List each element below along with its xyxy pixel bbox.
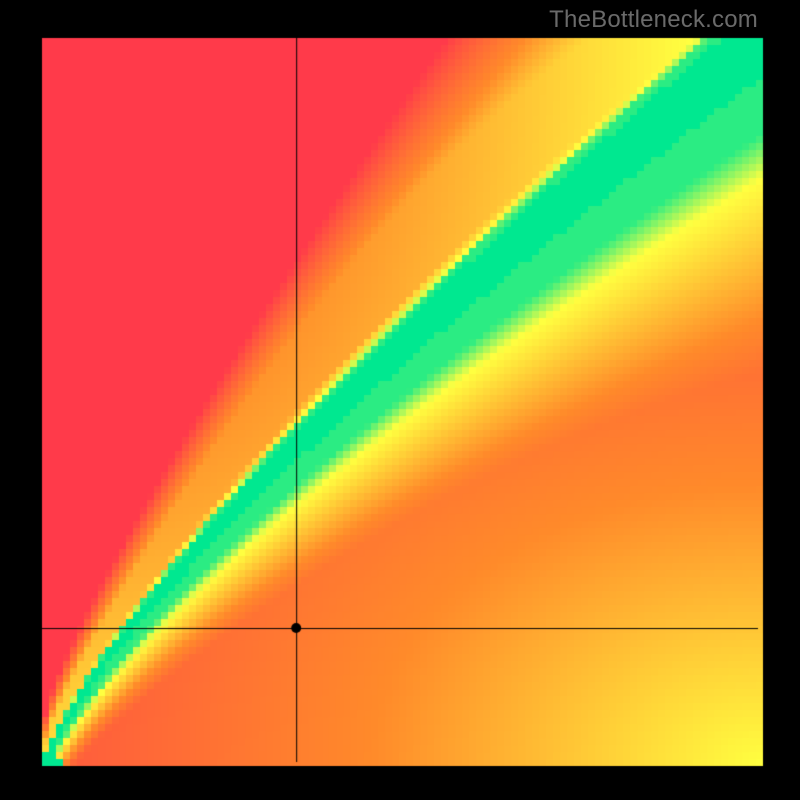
chart-container: TheBottleneck.com — [0, 0, 800, 800]
watermark-label: TheBottleneck.com — [549, 6, 758, 34]
bottleneck-heatmap — [0, 0, 800, 800]
